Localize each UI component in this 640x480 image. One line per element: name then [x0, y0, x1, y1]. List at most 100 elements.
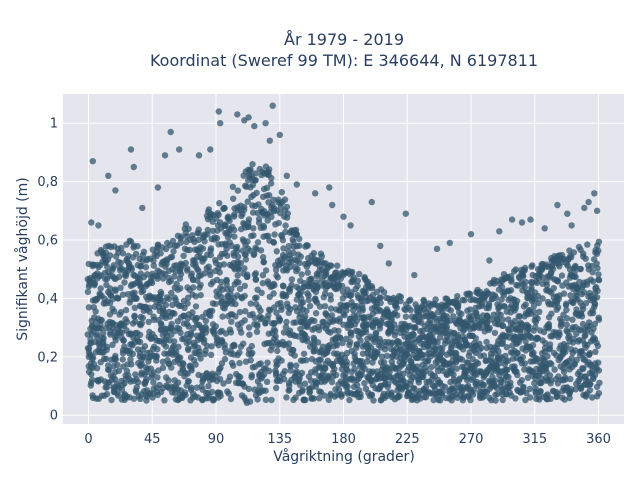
data-point: [556, 331, 563, 338]
data-point: [207, 251, 214, 259]
data-point: [529, 342, 537, 349]
data-point: [192, 293, 199, 300]
data-point: [262, 120, 269, 127]
data-point: [560, 368, 568, 376]
data-point: [383, 352, 391, 360]
data-point: [119, 250, 127, 257]
data-point: [139, 314, 147, 322]
data-point: [232, 300, 239, 308]
data-point: [529, 262, 536, 269]
data-point: [207, 245, 215, 252]
data-point: [581, 204, 588, 212]
data-point: [593, 207, 601, 214]
data-point: [527, 216, 534, 223]
data-point: [167, 324, 174, 331]
chart-title-line-1: År 1979 - 2019: [284, 30, 404, 49]
data-point: [177, 239, 184, 246]
data-point: [353, 344, 360, 351]
data-point: [231, 211, 238, 218]
data-point: [410, 385, 417, 392]
data-point: [112, 287, 119, 294]
data-point: [276, 131, 283, 139]
data-point: [589, 278, 597, 285]
data-point: [276, 318, 283, 325]
data-point: [110, 262, 118, 269]
data-point: [251, 122, 258, 130]
data-point: [97, 285, 104, 292]
data-point: [248, 342, 255, 350]
data-point: [235, 372, 242, 380]
data-point: [114, 361, 121, 369]
data-point: [401, 357, 408, 365]
data-point: [130, 163, 137, 171]
data-point: [305, 296, 312, 304]
data-point: [177, 270, 185, 278]
data-point: [388, 358, 395, 365]
data-point: [279, 236, 287, 244]
data-point: [577, 265, 584, 273]
data-point: [573, 306, 580, 313]
data-point: [310, 348, 317, 355]
data-point: [594, 342, 602, 350]
data-point: [296, 259, 303, 266]
data-point: [234, 187, 242, 194]
data-point: [486, 324, 493, 332]
data-point: [222, 330, 230, 337]
data-point: [300, 350, 308, 357]
data-point: [396, 392, 403, 399]
data-point: [186, 246, 193, 254]
data-point: [150, 257, 157, 265]
data-point: [132, 250, 140, 258]
data-point: [546, 372, 554, 379]
data-point: [195, 226, 202, 233]
data-point: [321, 392, 328, 399]
data-point: [273, 384, 280, 392]
data-point: [193, 314, 201, 322]
data-point: [259, 280, 266, 287]
data-point: [180, 252, 187, 259]
data-point: [281, 196, 289, 203]
data-point: [546, 341, 554, 348]
y-axis-title: Signifikant våghöjd (m): [14, 177, 31, 340]
data-point: [547, 395, 554, 402]
data-point: [234, 253, 242, 260]
data-point: [241, 292, 248, 300]
data-point: [120, 337, 127, 344]
data-point: [363, 358, 371, 365]
data-point: [258, 289, 265, 296]
data-point: [208, 388, 216, 396]
data-point: [428, 363, 435, 371]
data-point: [245, 216, 253, 223]
data-point: [567, 375, 574, 383]
data-point: [437, 350, 444, 358]
data-point: [422, 364, 429, 371]
data-point: [290, 249, 297, 257]
data-point: [182, 391, 189, 399]
data-point: [285, 387, 292, 394]
data-point: [267, 347, 274, 354]
data-point: [589, 269, 596, 276]
data-point: [346, 338, 354, 346]
data-point: [119, 291, 127, 298]
data-point: [268, 213, 275, 220]
data-point: [139, 353, 147, 360]
y-tick-label: 0,2: [37, 350, 58, 365]
data-point: [218, 336, 225, 344]
data-point: [249, 161, 256, 168]
data-point: [153, 352, 160, 360]
data-point: [569, 316, 576, 323]
data-point: [536, 396, 543, 403]
data-point: [216, 269, 223, 276]
data-point: [106, 366, 113, 374]
data-point: [332, 371, 340, 379]
data-point: [199, 245, 207, 252]
data-point: [255, 219, 263, 226]
data-point: [491, 329, 499, 337]
data-point: [287, 263, 294, 271]
data-point: [252, 270, 259, 277]
data-point: [220, 261, 228, 268]
data-point: [592, 371, 599, 378]
data-point: [168, 289, 175, 297]
data-point: [303, 307, 310, 315]
data-point: [595, 316, 603, 323]
